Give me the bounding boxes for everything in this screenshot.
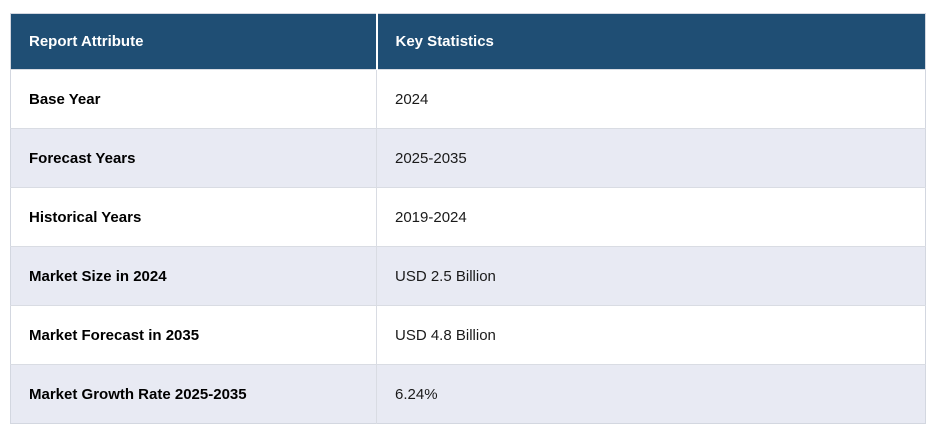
key-statistic-cell: 2024	[376, 69, 926, 129]
column-header-report-attribute: Report Attribute	[10, 13, 377, 70]
key-statistic-cell: 2025-2035	[376, 128, 926, 188]
table-row: Market Growth Rate 2025-2035 6.24%	[10, 364, 926, 424]
table-body: Base Year 2024 Forecast Years 2025-2035 …	[10, 69, 926, 424]
table-header-row: Report Attribute Key Statistics	[10, 13, 926, 70]
report-attribute-cell: Base Year	[10, 69, 377, 129]
table-row: Historical Years 2019-2024	[10, 187, 926, 247]
table-row: Market Size in 2024 USD 2.5 Billion	[10, 246, 926, 306]
table-row: Base Year 2024	[10, 69, 926, 129]
report-summary-table-container: Report Attribute Key Statistics Base Yea…	[10, 13, 926, 424]
key-statistic-cell: 2019-2024	[376, 187, 926, 247]
table-row: Forecast Years 2025-2035	[10, 128, 926, 188]
key-statistic-cell: USD 2.5 Billion	[376, 246, 926, 306]
key-statistic-cell: 6.24%	[376, 364, 926, 424]
report-attribute-cell: Forecast Years	[10, 128, 377, 188]
report-attribute-cell: Market Size in 2024	[10, 246, 377, 306]
report-attribute-cell: Market Forecast in 2035	[10, 305, 377, 365]
table-row: Market Forecast in 2035 USD 4.8 Billion	[10, 305, 926, 365]
report-attribute-cell: Historical Years	[10, 187, 377, 247]
column-header-key-statistics: Key Statistics	[375, 13, 926, 70]
report-summary-table: Report Attribute Key Statistics Base Yea…	[10, 13, 926, 424]
key-statistic-cell: USD 4.8 Billion	[376, 305, 926, 365]
report-attribute-cell: Market Growth Rate 2025-2035	[10, 364, 377, 424]
